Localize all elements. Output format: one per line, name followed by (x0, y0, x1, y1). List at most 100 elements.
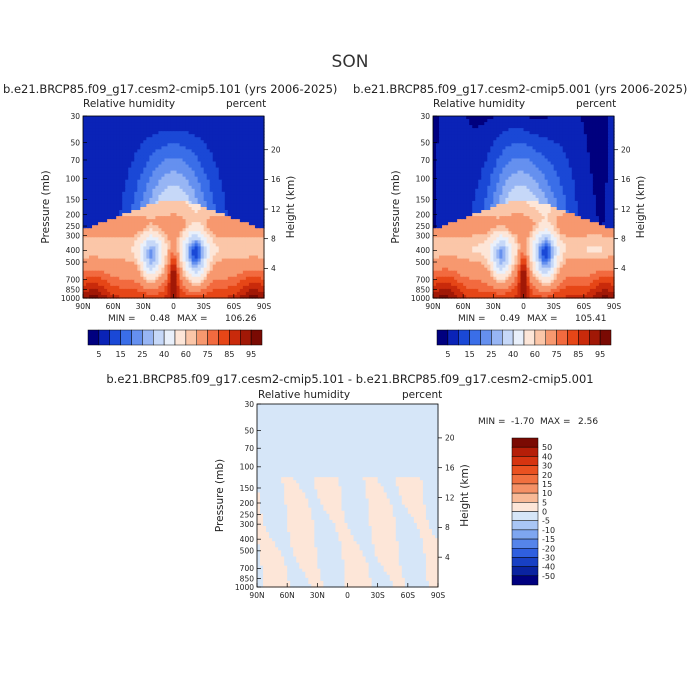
heatmap-cell (164, 149, 169, 153)
heatmap-cell (556, 158, 561, 163)
heatmap-cell (607, 176, 612, 181)
heatmap-cell (251, 191, 256, 196)
heatmap-cell (233, 240, 238, 244)
heatmap-cell (206, 149, 211, 153)
heatmap-cell (191, 167, 196, 172)
heatmap-cell (128, 228, 132, 232)
heatmap-cell (122, 234, 126, 238)
heatmap-cell (122, 158, 126, 163)
heatmap-cell (571, 176, 576, 181)
heatmap-cell (140, 155, 144, 160)
heatmap-cell (239, 197, 244, 202)
heatmap-cell (511, 116, 516, 120)
heatmap-cell (538, 164, 543, 169)
heatmap-cell (233, 228, 238, 232)
y-tick-label: 300 (66, 231, 81, 240)
heatmap-cell (451, 143, 455, 147)
heatmap-cell (242, 203, 247, 208)
heatmap-cell (484, 149, 488, 153)
heatmap-cell (83, 164, 87, 169)
heatmap-cell (152, 173, 156, 178)
heatmap-cell (119, 149, 123, 153)
heatmap-cell (83, 246, 87, 251)
heatmap-cell (116, 276, 120, 281)
heatmap-cell (125, 243, 129, 248)
heatmap-cell (460, 119, 464, 123)
heatmap-cell (173, 264, 178, 269)
heatmap-cell (568, 173, 573, 178)
heatmap-cell (83, 191, 87, 196)
heatmap-cell (230, 131, 235, 135)
heatmap-cell (131, 176, 135, 181)
heatmap-cell (535, 176, 540, 181)
heatmap-cell (83, 122, 87, 126)
heatmap-cell (149, 152, 153, 157)
heatmap-cell (236, 203, 241, 208)
heatmap-cell (236, 294, 241, 299)
heatmap-cell (86, 219, 90, 223)
heatmap-cell (122, 261, 126, 266)
heatmap-cell (499, 176, 503, 181)
heatmap-cell (131, 213, 135, 217)
heatmap-cell (215, 210, 220, 214)
heatmap-cell (439, 125, 443, 129)
heatmap-cell (83, 131, 87, 135)
heatmap-cell (197, 210, 202, 214)
heatmap-cell (167, 191, 172, 196)
heatmap-cell (164, 291, 169, 296)
heatmap-cell (101, 273, 105, 278)
heatmap-cell (436, 140, 440, 144)
heatmap-cell (460, 134, 464, 138)
heatmap-cell (194, 228, 199, 232)
heatmap-cell (233, 200, 238, 205)
heatmap-cell (161, 249, 166, 254)
heatmap-cell (143, 222, 147, 226)
heatmap-cell (197, 240, 202, 244)
heatmap-cell (113, 222, 117, 226)
heatmap-cell (544, 152, 549, 157)
heatmap-cell (155, 173, 160, 178)
heatmap-cell (161, 243, 166, 248)
heatmap-cell (116, 167, 120, 172)
heatmap-cell (98, 176, 102, 181)
heatmap-cell (565, 167, 570, 172)
heatmap-cell (583, 125, 588, 129)
heatmap-cell (188, 146, 193, 150)
heatmap-cell (128, 294, 132, 299)
heatmap-cell (604, 158, 609, 163)
heatmap-cell (520, 128, 525, 132)
heatmap-cell (155, 200, 160, 205)
heatmap-cell (478, 137, 482, 141)
heatmap-cell (460, 167, 464, 172)
heatmap-cell (104, 203, 108, 208)
heatmap-cell (110, 291, 114, 296)
heatmap-cell (107, 188, 111, 193)
heatmap-cell (116, 191, 120, 196)
heatmap-cell (143, 170, 147, 175)
heatmap-cell (89, 261, 93, 266)
heatmap-cell (541, 161, 546, 166)
heatmap-cell (164, 116, 169, 120)
heatmap-cell (188, 131, 193, 135)
heatmap-cell (478, 146, 482, 150)
heatmap-cell (242, 185, 247, 190)
heatmap-cell (535, 167, 540, 172)
heatmap-cell (185, 122, 190, 126)
heatmap-cell (119, 122, 123, 126)
heatmap-cell (215, 173, 220, 178)
heatmap-cell (257, 161, 262, 166)
heatmap-cell (227, 179, 232, 184)
heatmap-cell (203, 282, 208, 287)
heatmap-cell (110, 288, 114, 293)
heatmap-cell (496, 143, 500, 147)
heatmap-cell (176, 282, 181, 287)
heatmap-cell (176, 240, 181, 244)
heatmap-cell (526, 122, 531, 126)
heatmap-cell (161, 273, 166, 278)
heatmap-cell (221, 282, 226, 287)
heatmap-cell (215, 149, 220, 153)
heatmap-cell (517, 140, 522, 144)
heatmap-cell (562, 125, 567, 129)
heatmap-cell (185, 164, 190, 169)
